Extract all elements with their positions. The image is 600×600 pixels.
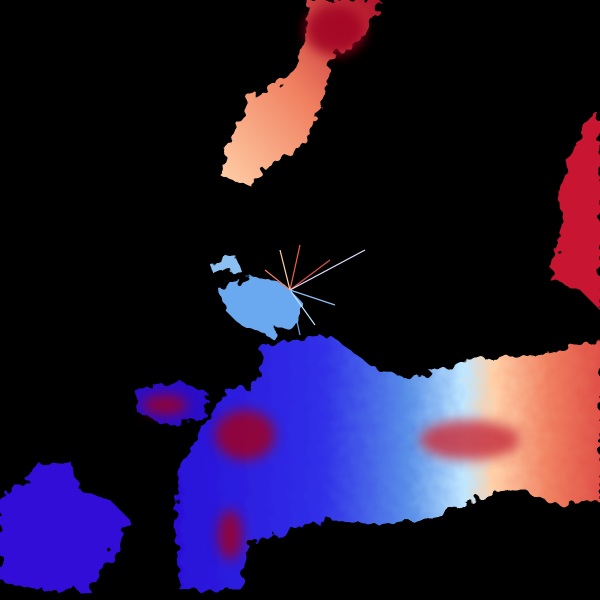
folded-region-1: [215, 410, 275, 460]
echo-main: [175, 335, 600, 590]
echo-east: [550, 115, 600, 310]
radar-center-clutter: [264, 244, 366, 336]
folded-region-2: [218, 510, 242, 560]
outbound-core: [420, 420, 520, 460]
echo-center: [220, 275, 300, 335]
folded-region-3: [143, 395, 187, 415]
echo-center-small: [210, 255, 240, 275]
north-core: [305, 5, 365, 55]
echo-southwest: [0, 460, 130, 590]
